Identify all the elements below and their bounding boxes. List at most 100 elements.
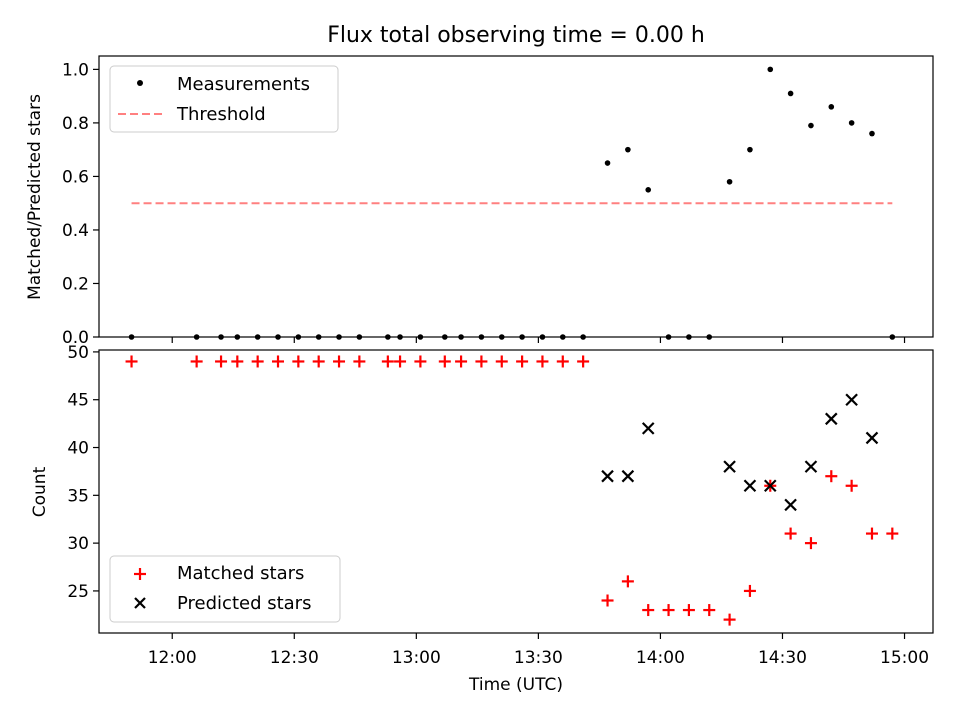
matched-star-point [394,355,407,368]
bottom-y-tick-label: 25 [67,582,89,602]
bottom-xticks-layer: 12:00 12:30 13:00 13:30 14:00 14:30 15:00 [148,633,929,668]
bottom-y-axis-label: Count [30,466,50,517]
top-y-tick-label: 0.2 [62,274,89,294]
legend-threshold-label: Threshold [176,104,266,125]
chart-title: Flux total observing time = 0.00 h [327,23,705,48]
matched-star-point [495,355,508,368]
top-legend: Measurements Threshold [109,65,339,133]
matched-star-point [231,355,244,368]
matched-star-point [190,355,203,368]
top-axes-frame [98,55,934,338]
matched-star-point [703,604,716,617]
predicted-star-point [641,422,655,435]
matched-star-point [333,355,346,368]
matched-star-point [475,355,488,368]
bottom-y-tick-label: 50 [67,343,89,363]
bottom-yticks-layer: 25 30 35 40 45 50 [67,343,99,602]
legend-matched-marker [134,568,146,580]
matched-star-point [825,470,838,483]
matched-star-point [621,575,634,588]
matched-star-point [682,604,695,617]
measurement-point [604,160,611,166]
measurement-point [869,130,875,137]
matched-star-point [804,537,817,550]
predicted-star-point [763,479,777,493]
top-y-tick-label: 0.6 [62,167,89,187]
matched-star-point [438,355,451,368]
top-panel: 0.0 0.2 0.4 0.6 0.8 1.0 Matched/Predicted sta… [25,55,934,348]
predicted-star-point [743,479,757,493]
predicted-star-point [845,393,858,406]
bottom-axes-frame [98,349,934,634]
bottom-y-tick-label: 30 [67,534,89,554]
top-yticks-layer: 0.0 0.2 0.4 0.6 0.8 1.0 [62,60,99,348]
matched-star-point [536,355,549,368]
bottom-points-layer [125,355,899,626]
bottom-y-tick-label: 35 [67,486,89,506]
predicted-star-point [601,469,614,483]
predicted-star-point [825,412,838,426]
measurement-point [848,120,855,126]
matched-star-point [251,355,264,368]
legend-predicted-label: Predicted stars [177,593,311,614]
predicted-star-point [723,460,736,473]
x-tick-label: 12:00 [148,648,197,668]
matched-star-point [642,604,655,617]
top-xticks-layer [171,337,906,343]
matched-star-point [556,355,569,368]
top-y-tick-label: 1.0 [62,60,89,80]
top-legend-box [109,65,339,133]
x-tick-label: 13:00 [392,648,441,668]
top-y-tick-label: 0.8 [62,114,89,134]
top-y-axis-label: Matched/Predicted stars [25,94,45,300]
top-y-tick-label: 0.0 [62,328,89,348]
matched-star-point [312,355,325,368]
measurement-point [767,66,774,73]
x-axis-label: Time (UTC) [468,675,563,695]
matched-star-point [662,604,675,617]
legend-measurements-label: Measurements [177,74,310,95]
matched-star-point [784,527,797,540]
x-tick-label: 14:00 [636,648,685,668]
bottom-y-tick-label: 40 [67,439,89,459]
matched-star-point [577,355,590,368]
bottom-panel: 25 30 35 40 45 50 12:00 12:30 13:00 13:30 14:00 14… [30,343,934,695]
bottom-legend: Matched stars Predicted stars [109,555,341,623]
predicted-star-point [804,460,818,473]
measurement-point [625,146,631,153]
x-tick-label: 15:00 [880,648,929,668]
top-y-tick-label: 0.4 [62,221,89,241]
legend-predicted-marker [134,597,146,609]
matched-star-point [292,355,305,368]
matched-star-point [414,355,427,368]
x-tick-label: 12:30 [270,648,319,668]
matched-star-point [886,527,899,540]
predicted-star-point [621,469,635,483]
matched-star-point [353,355,366,368]
matched-star-point [215,355,228,368]
matched-star-point [272,355,285,368]
matched-star-point [601,594,614,607]
x-tick-label: 13:30 [514,648,563,668]
matched-star-point [743,584,756,597]
matched-star-point [845,479,858,492]
measurement-point [828,104,835,110]
measurement-point [747,146,753,153]
predicted-star-point [865,431,879,445]
matched-star-point [455,355,468,368]
measurement-point [645,187,652,193]
x-tick-label: 14:30 [758,648,807,668]
matched-star-point [723,613,736,626]
legend-matched-label: Matched stars [177,563,304,584]
bottom-y-tick-label: 45 [67,391,89,411]
matched-star-point [381,355,394,368]
matched-star-point [125,355,138,368]
legend-measurements-marker [137,80,143,86]
measurement-point [726,178,733,185]
measurement-point [808,122,814,129]
matched-star-point [516,355,529,368]
bottom-legend-box [109,555,341,623]
measurement-point [787,90,794,97]
matched-star-point [865,527,878,540]
